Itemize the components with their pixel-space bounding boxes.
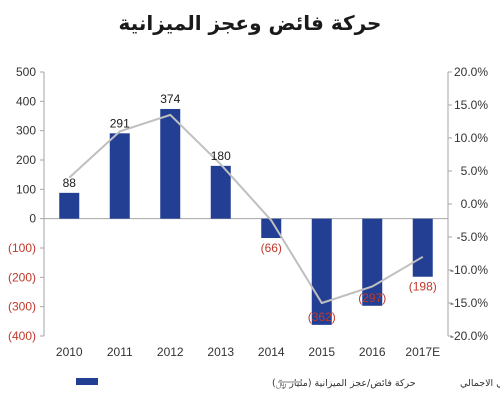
y2-tick-label: -20.0% <box>450 329 488 343</box>
gdp-ratio-line <box>68 113 424 305</box>
x-tick-label: 2010 <box>56 345 83 359</box>
legend-line-label: كنسبة من الناتج المحلي الاجمالي <box>460 378 500 389</box>
y-tick-label: 200 <box>16 153 36 167</box>
legend-bar-swatch <box>76 378 98 385</box>
x-tick-label: 2016 <box>359 345 386 359</box>
bar <box>261 218 282 239</box>
data-labels: 88 291 374 180 (66) (362) (297) (198) <box>63 92 437 324</box>
y2-tick-label: -10.0% <box>450 263 488 277</box>
bar-value-label: (66) <box>261 241 282 255</box>
y-tick-label: (200) <box>8 270 36 284</box>
bar-value-label: (297) <box>358 291 386 305</box>
x-tick-label: 2017E <box>405 345 440 359</box>
bar-value-label: 88 <box>63 176 77 190</box>
y2-tick-label: 20.0% <box>454 65 488 79</box>
bar <box>109 133 130 219</box>
y2-tick-label: 10.0% <box>454 131 488 145</box>
y2-tick-label: 0.0% <box>461 197 489 211</box>
y-tick-label: 500 <box>16 65 36 79</box>
y2-tick-label: 5.0% <box>461 164 489 178</box>
y2-tick-label: -5.0% <box>457 230 489 244</box>
x-tick-label: 2011 <box>107 345 133 359</box>
y2-tick-label: -15.0% <box>450 296 488 310</box>
bar <box>412 218 433 277</box>
y-tick-label: 300 <box>16 124 36 138</box>
legend: كنسبة من الناتج المحلي الاجمالي حركة فائ… <box>76 378 500 389</box>
y2-tick-label: 15.0% <box>454 98 488 112</box>
legend-bar-label: حركة فائض/عجز الميزانية (مليار ﷼) <box>272 378 416 389</box>
x-tick-label: 2014 <box>258 345 285 359</box>
bar <box>160 108 181 219</box>
y-tick-label: 0 <box>29 212 36 226</box>
bar-value-label: 291 <box>110 116 130 130</box>
axes: 500 400 300 200 100 0 (100) (200) (300) (400) 20.0… <box>8 65 488 359</box>
bar <box>210 165 231 219</box>
y-tick-label: (100) <box>8 241 36 255</box>
x-tick-label: 2013 <box>207 345 234 359</box>
chart-title: حركة فائض وعجز الميزانية <box>119 11 382 35</box>
bar-value-label: 374 <box>160 92 180 106</box>
gdp-ratio-polyline <box>68 113 424 305</box>
y-tick-label: (300) <box>8 300 36 314</box>
y-tick-label: (400) <box>8 329 36 343</box>
bar <box>59 192 80 219</box>
bar-value-label: (198) <box>409 280 437 294</box>
y-tick-label: 400 <box>16 94 36 108</box>
x-tick-label: 2015 <box>308 345 335 359</box>
bar-value-label: 180 <box>211 149 231 163</box>
y-tick-label: 100 <box>16 182 36 196</box>
bar-value-label: (362) <box>308 310 336 324</box>
x-tick-label: 2012 <box>157 345 184 359</box>
bar <box>311 218 332 325</box>
